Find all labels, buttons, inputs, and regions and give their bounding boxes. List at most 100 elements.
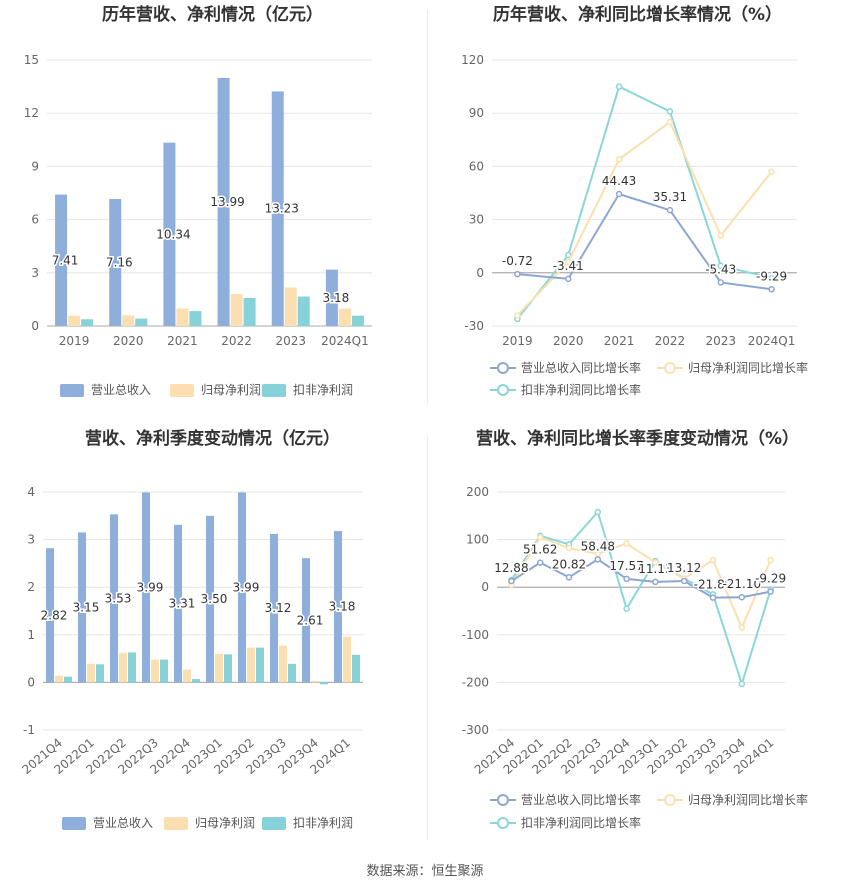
bar — [215, 653, 223, 683]
bar — [183, 669, 191, 683]
bar — [122, 315, 135, 326]
series-point — [565, 258, 572, 266]
bar — [271, 91, 284, 326]
y-tick-label: 0 — [31, 319, 39, 333]
x-tick-label: 2022 — [221, 334, 252, 348]
data-label: -21.10 — [722, 577, 761, 591]
y-tick-label: 90 — [469, 106, 484, 120]
series-point — [717, 279, 724, 286]
bar — [68, 315, 81, 326]
bar — [78, 532, 86, 683]
series-line — [516, 120, 773, 317]
legend-label: 归母净利润 — [201, 383, 261, 397]
series-point — [738, 680, 746, 688]
series-point — [536, 559, 544, 566]
bar — [176, 308, 189, 326]
y-tick-label: 0 — [476, 266, 484, 280]
series-point — [623, 540, 630, 547]
series-point — [666, 118, 674, 126]
data-label: 2.82 — [41, 608, 68, 622]
y-tick-label: -30 — [464, 319, 484, 333]
legend-swatch — [60, 384, 84, 397]
bar — [247, 647, 255, 683]
series-point — [709, 594, 717, 601]
series-point — [738, 593, 746, 601]
legend-swatch — [62, 817, 86, 830]
y-tick-label: 9 — [31, 159, 39, 173]
bar — [351, 315, 364, 326]
bar — [151, 659, 159, 683]
series-point — [565, 275, 572, 283]
legend-swatch — [262, 817, 286, 830]
bar — [87, 663, 95, 683]
series-point — [680, 577, 688, 585]
y-tick-label: 3 — [27, 533, 35, 547]
x-tick-label: 2024Q1 — [321, 334, 369, 348]
legend-label: 归母净利润 — [195, 816, 255, 830]
data-label: 35.31 — [653, 190, 687, 204]
x-tick-label: 2021 — [167, 334, 198, 348]
bar — [279, 645, 287, 683]
bar — [302, 558, 310, 683]
bar — [96, 664, 104, 683]
data-label: 2.61 — [297, 613, 324, 627]
data-label: 13.23 — [265, 202, 299, 216]
y-tick-label: 200 — [466, 485, 489, 499]
chart-title: 营收、净利同比增长率季度变动情况（%） — [476, 428, 799, 449]
x-tick-label: 2022 — [655, 334, 686, 348]
bar — [109, 199, 122, 326]
y-tick-label: 30 — [469, 213, 484, 227]
chart-quarterly-growth-rate-svg: 营收、净利同比增长率季度变动情况（%） -300 -200 -100 0 100 200 20… — [462, 428, 808, 830]
legend-label: 归母净利润同比增长率 — [688, 360, 808, 375]
series-point — [666, 206, 674, 214]
y-tick-label: -300 — [462, 723, 489, 737]
y-tick-label: -1 — [23, 723, 35, 737]
series-point — [565, 574, 573, 581]
legend-label: 营业总收入同比增长率 — [521, 792, 641, 807]
data-label: 11.13 — [638, 562, 672, 576]
y-tick-label: -100 — [462, 628, 489, 642]
series-point — [666, 108, 674, 115]
chart-title: 历年营收、净利情况（亿元） — [102, 4, 323, 25]
x-tick-label: 2020 — [113, 334, 144, 348]
y-tick-label: 0 — [27, 675, 35, 689]
y-tick-label: 4 — [27, 485, 35, 499]
data-label: 12.88 — [494, 561, 528, 575]
legend-label: 营业总收入 — [91, 383, 151, 397]
bar — [297, 296, 310, 326]
series-point — [768, 168, 775, 175]
data-label: 3.53 — [105, 591, 132, 605]
series-point — [623, 605, 630, 612]
series-point — [738, 624, 746, 631]
x-tick-label: 2019 — [502, 334, 533, 348]
bar — [320, 682, 328, 685]
data-label: 10.34 — [156, 227, 190, 241]
legend-swatch-marker — [497, 794, 509, 806]
bar — [256, 647, 264, 683]
y-tick-label: 60 — [469, 159, 484, 173]
bar — [135, 318, 148, 326]
series-point — [514, 270, 521, 278]
data-label: 44.43 — [602, 174, 636, 188]
x-tick-label: 2021 — [604, 334, 635, 348]
bar — [334, 531, 342, 683]
series-point — [536, 533, 544, 541]
vertical-divider-top — [427, 10, 428, 405]
series-point — [565, 544, 573, 552]
data-label: 3.18 — [329, 600, 356, 614]
series-point — [615, 156, 623, 163]
data-label: 17.57 — [609, 559, 643, 573]
legend-swatch-marker — [497, 362, 509, 374]
bar — [352, 654, 360, 683]
data-label: 51.62 — [523, 543, 557, 557]
data-source-label: 数据来源：恒生聚源 — [366, 864, 484, 879]
chart-annual-revenue-profit-svg: 历年营收、净利情况（亿元） 0 3 6 9 12 15 2019 2020 2021 2022 202… — [24, 4, 372, 397]
series-point — [767, 588, 774, 595]
bar — [343, 636, 351, 683]
series-point — [594, 508, 602, 516]
chart-title: 营收、净利季度变动情况（亿元） — [85, 428, 340, 449]
data-label: 3.12 — [265, 601, 292, 615]
bar — [46, 548, 54, 683]
x-tick-label: 2020 — [553, 334, 584, 348]
bar — [174, 524, 182, 683]
